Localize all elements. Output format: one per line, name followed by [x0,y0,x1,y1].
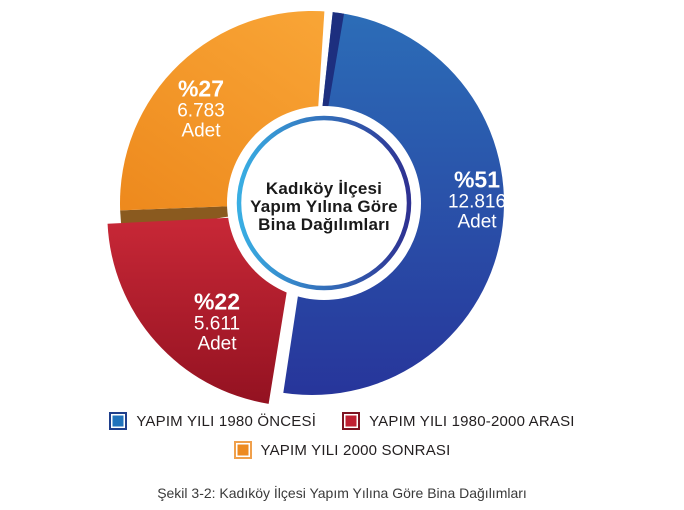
legend-swatch-orange-icon [233,441,252,459]
legend-swatch-blue-icon [109,412,128,430]
slice-unit: Adet [197,333,237,355]
slice-pct: %22 [193,288,241,315]
legend-item-2000-sonrasi: YAPIM YILI 2000 SONRASI [233,441,451,459]
legend-swatch-red-icon [342,412,361,430]
slice-pct: %27 [177,75,225,102]
legend-item-1980-oncesi: YAPIM YILI 1980 ÖNCESİ [109,412,316,430]
legend-label: YAPIM YILI 1980 ÖNCESİ [136,412,317,430]
center-title-line1: Kadıköy İlçesi [265,179,383,198]
center-title-line3: Bina Dağılımları [258,215,390,234]
slice-label-1980-2000-arasi: %22 5.611 Adet [193,288,241,355]
slice-unit: Adet [457,211,497,233]
chart-legend: YAPIM YILI 1980 ÖNCESİ YAPIM YILI 1980-2… [0,412,684,470]
center-ring [236,115,412,291]
slice-value: 6.783 [177,100,225,122]
chart-center-title: Kadıköy İlçesi Yapım Yılına Göre Bina Da… [229,180,419,234]
slice-value: 12.816 [447,191,507,213]
donut-chart [107,9,504,404]
slice-value: 5.611 [193,313,241,335]
slice-pct: %51 [453,166,501,193]
legend-row-2: YAPIM YILI 2000 SONRASI [0,441,684,459]
figure-caption: Şekil 3-2: Kadıköy İlçesi Yapım Yılına G… [157,485,527,501]
slice-unit: Adet [181,120,221,142]
legend-label: YAPIM YILI 2000 SONRASI [260,441,451,459]
donut-hole [227,106,421,300]
slice-label-2000-sonrasi: %27 6.783 Adet [177,75,225,142]
legend-item-1980-2000-arasi: YAPIM YILI 1980-2000 ARASI [342,412,575,430]
legend-row-1: YAPIM YILI 1980 ÖNCESİ YAPIM YILI 1980-2… [0,412,684,430]
slice-label-1980-oncesi: %51 12.816 Adet [447,166,507,233]
legend-label: YAPIM YILI 1980-2000 ARASI [369,412,575,430]
center-title-line2: Yapım Yılına Göre [250,197,398,216]
